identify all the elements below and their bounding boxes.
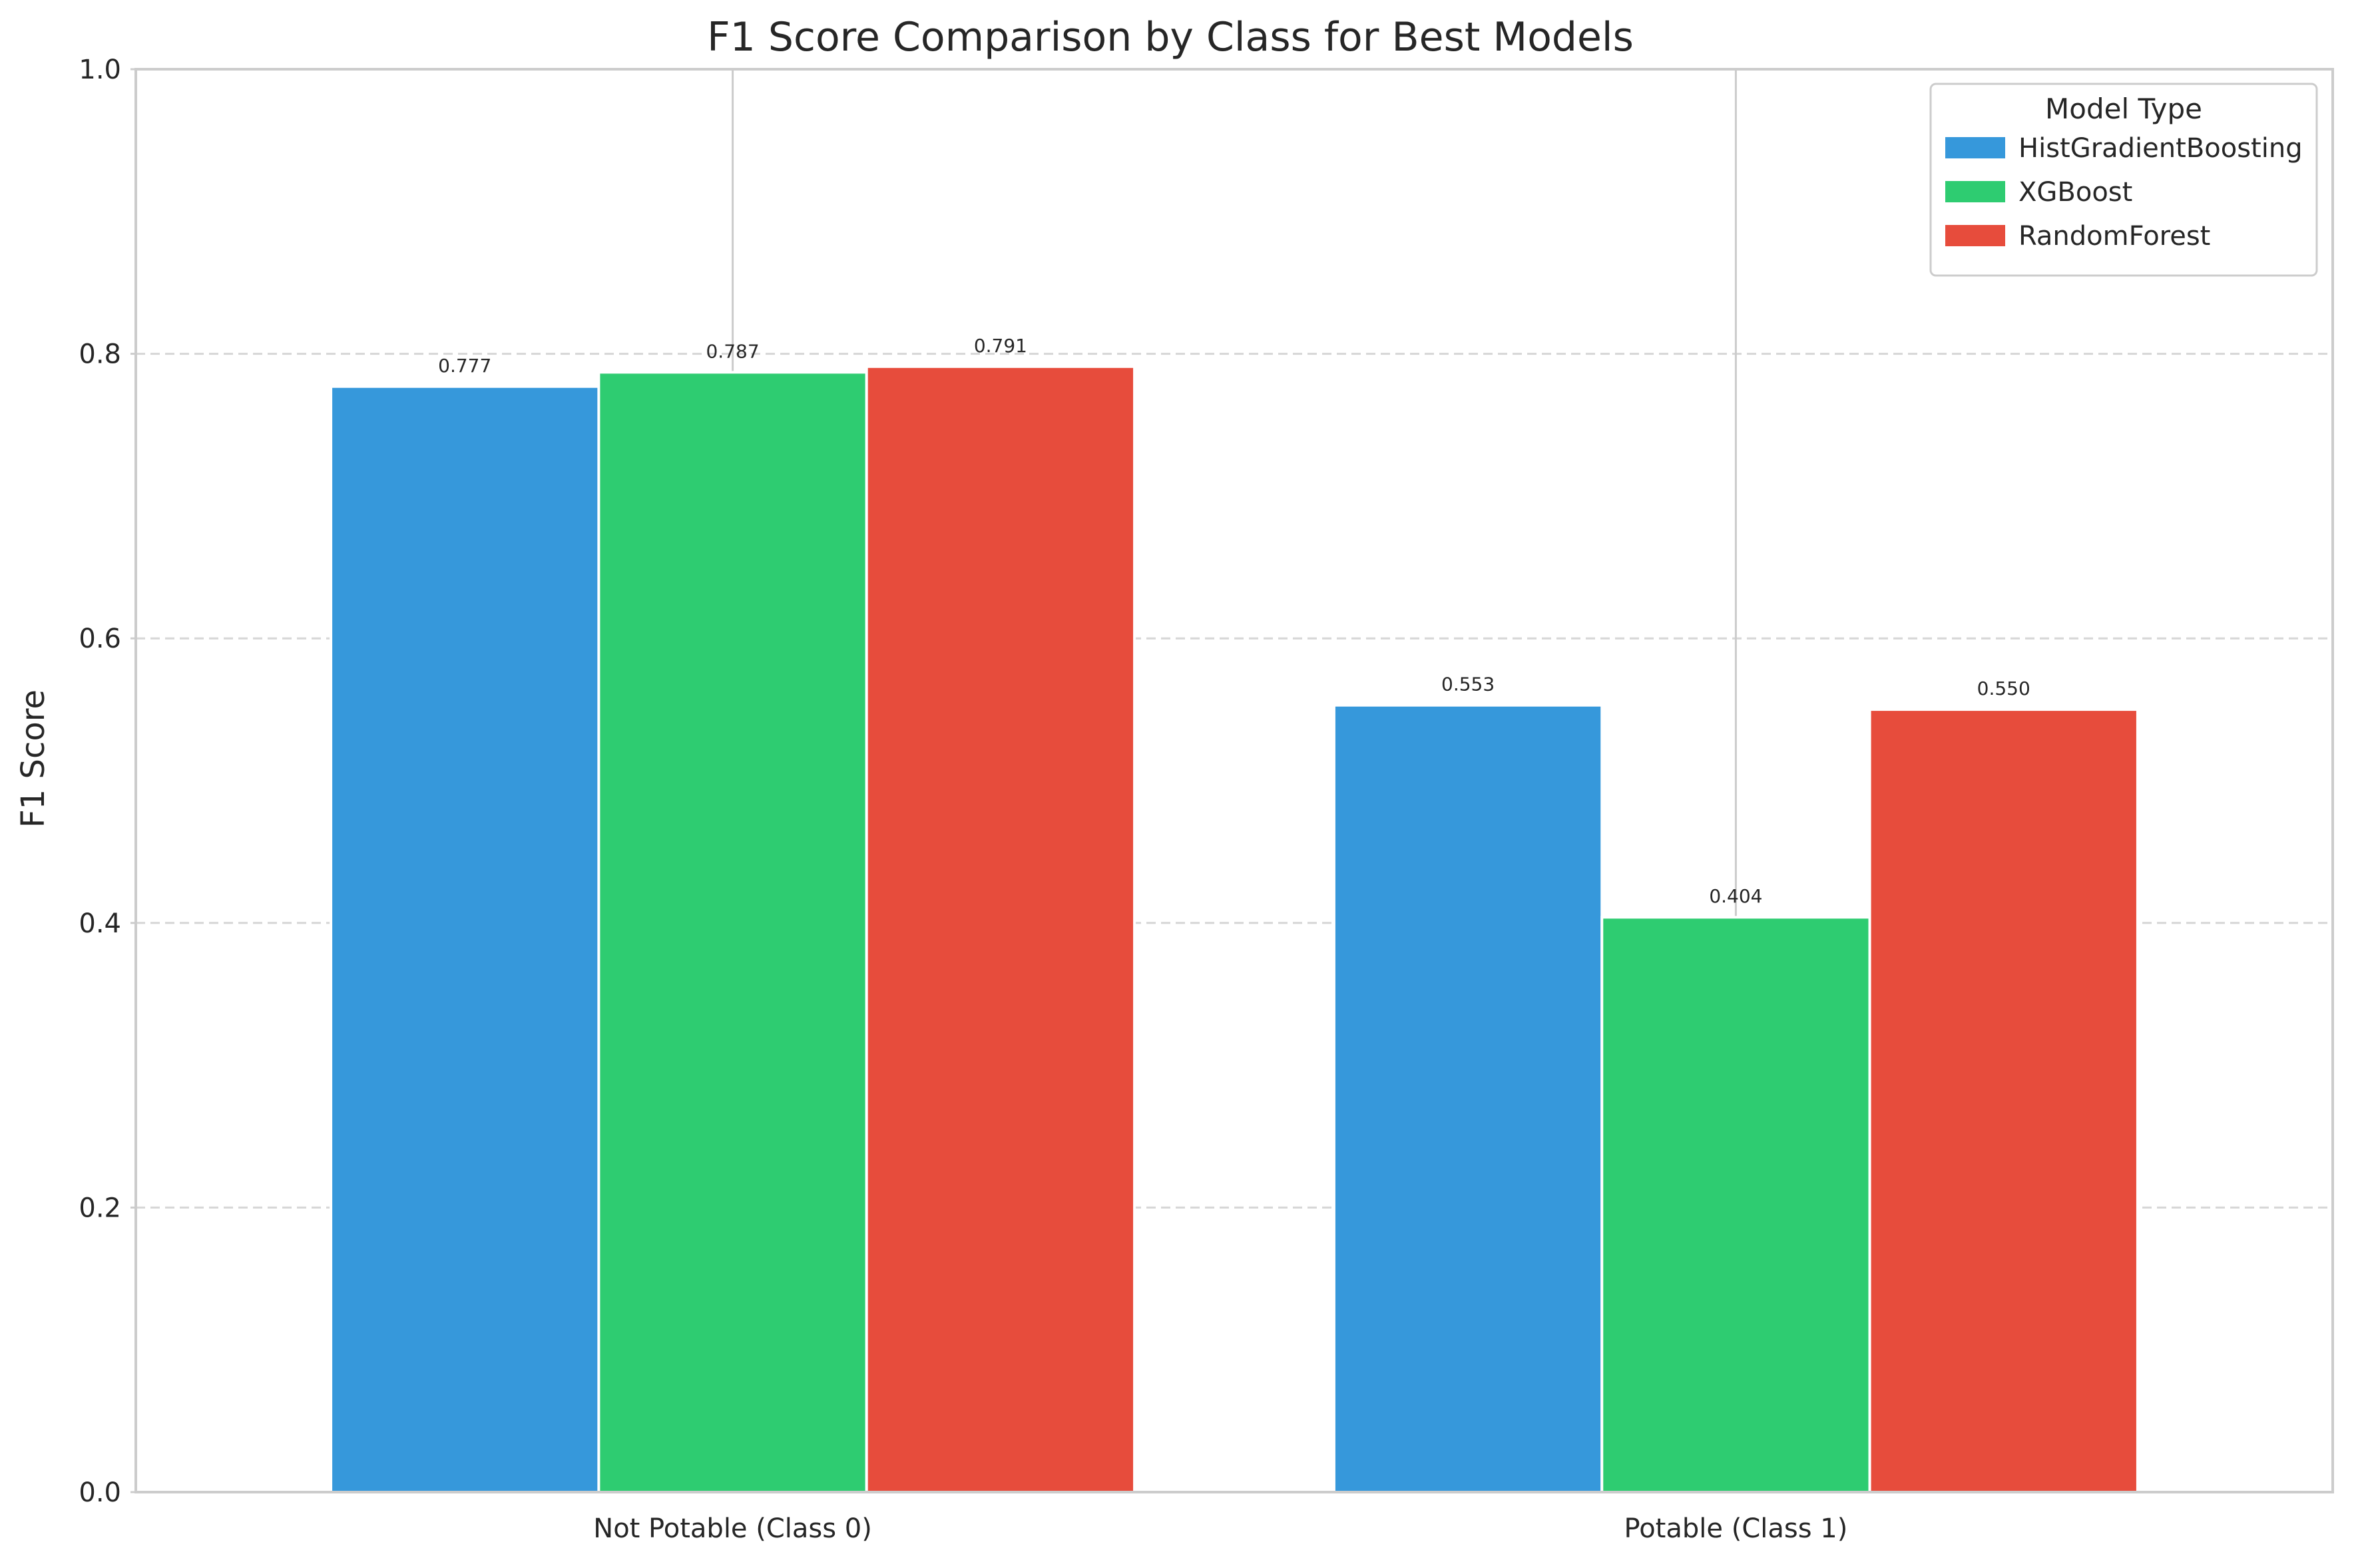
- legend-label: RandomForest: [2018, 221, 2210, 252]
- legend-swatch: [1945, 181, 2005, 202]
- bar: [1600, 916, 1871, 1494]
- bar-value-label: 0.787: [706, 340, 759, 362]
- y-tick-label: 0.4: [79, 908, 121, 939]
- bar: [865, 365, 1136, 1493]
- bar-value-label: 0.550: [1977, 678, 2030, 699]
- y-tick-label: 0.2: [79, 1193, 121, 1223]
- legend-label: HistGradientBoosting: [2018, 133, 2303, 164]
- plot-frame: [134, 68, 2334, 1493]
- legend-label: XGBoost: [2018, 177, 2132, 208]
- bars: [330, 365, 2139, 1494]
- y-tick-label: 1.0: [79, 55, 121, 85]
- bar-value-label: 0.777: [438, 355, 491, 377]
- bar-value-label: 0.553: [1441, 674, 1495, 695]
- value-labels: 0.777 0.553 0.787 0.404 0.791 0.550: [438, 335, 2030, 907]
- legend-box: [1929, 83, 2318, 277]
- bar: [1332, 703, 1604, 1493]
- bar: [330, 385, 600, 1493]
- legend-swatch: [1945, 137, 2005, 158]
- chart-title: F1 Score Comparison by Class for Best Mo…: [707, 14, 1634, 61]
- y-tick-label: 0.6: [79, 624, 121, 654]
- legend-title: Model Type: [2045, 93, 2202, 125]
- x-tick-label: Not Potable (Class 0): [593, 1513, 872, 1544]
- bar: [1868, 708, 2139, 1493]
- legend-swatch: [1945, 225, 2005, 246]
- y-tick-label: 0.8: [79, 339, 121, 370]
- bar-value-label: 0.404: [1709, 885, 1762, 907]
- bar: [597, 371, 868, 1493]
- y-axis-label: F1 Score: [15, 689, 52, 828]
- y-axis: 0.0 0.2 0.4 0.6 0.8 1.0: [79, 55, 136, 1508]
- x-axis: Not Potable (Class 0) Potable (Class 1): [593, 1513, 1847, 1544]
- bar-value-label: 0.791: [974, 335, 1027, 357]
- legend: Model Type HistGradientBoosting XGBoost Ran…: [1929, 83, 2318, 277]
- y-tick-label: 0.0: [79, 1477, 121, 1508]
- x-tick-label: Potable (Class 1): [1624, 1513, 1848, 1544]
